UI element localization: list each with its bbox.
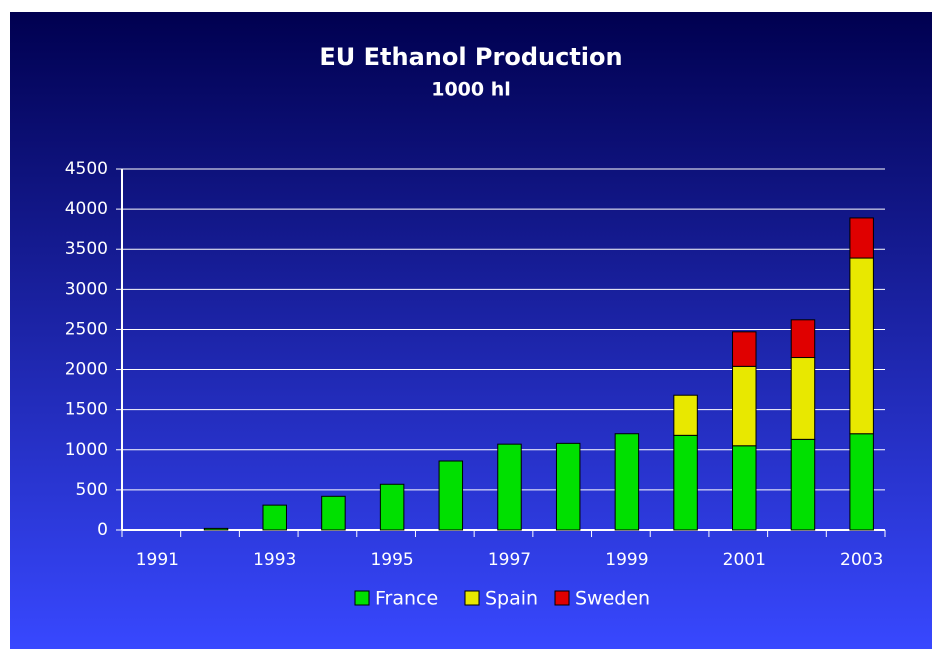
- y-tick-label: 500: [76, 480, 108, 500]
- x-tick-label: 2001: [723, 550, 766, 570]
- y-tick-label: 4000: [65, 199, 108, 219]
- bar-segment: [262, 504, 287, 531]
- bar-segment: [203, 527, 229, 531]
- legend-label: Sweden: [575, 588, 650, 610]
- bar-segment: [497, 443, 522, 531]
- y-tick-label: 2500: [65, 319, 108, 339]
- background: [10, 12, 932, 649]
- bar-segment: [732, 365, 757, 447]
- x-tick-label: 1995: [370, 550, 413, 570]
- legend-swatch: [464, 590, 480, 606]
- bar-segment: [321, 495, 346, 531]
- legend-swatch: [554, 590, 570, 606]
- x-tick-label: 1999: [605, 550, 648, 570]
- bar-segment: [673, 394, 698, 436]
- bar-segment: [555, 442, 581, 531]
- bar-segment: [849, 433, 874, 531]
- y-tick-label: 3000: [65, 279, 108, 299]
- y-tick-label: 2000: [65, 360, 108, 380]
- bar-segment: [790, 357, 816, 440]
- bar-segment: [438, 460, 464, 531]
- chart-title: EU Ethanol Production: [319, 43, 622, 71]
- y-tick-label: 1000: [65, 440, 108, 460]
- bar-segment: [849, 217, 874, 259]
- bar-segment: [790, 438, 816, 531]
- legend-swatch: [354, 590, 370, 606]
- y-tick-label: 0: [97, 520, 108, 540]
- y-tick-label: 1500: [65, 400, 108, 420]
- x-tick-label: 1991: [136, 550, 179, 570]
- bar-segment: [849, 257, 874, 435]
- bar-segment: [379, 483, 405, 531]
- bar-segment: [732, 445, 757, 531]
- bar-segment: [790, 319, 816, 359]
- x-tick-label: 1997: [488, 550, 531, 570]
- x-tick-label: 2003: [840, 550, 883, 570]
- bar-segment: [614, 433, 640, 531]
- bar-segment: [732, 331, 757, 367]
- x-tick-label: 1993: [253, 550, 296, 570]
- y-tick-label: 3500: [65, 239, 108, 259]
- bar-segment: [673, 434, 698, 531]
- legend-label: France: [375, 588, 438, 610]
- y-tick-label: 4500: [65, 159, 108, 179]
- chart-subtitle: 1000 hl: [431, 79, 511, 101]
- legend-label: Spain: [485, 588, 538, 610]
